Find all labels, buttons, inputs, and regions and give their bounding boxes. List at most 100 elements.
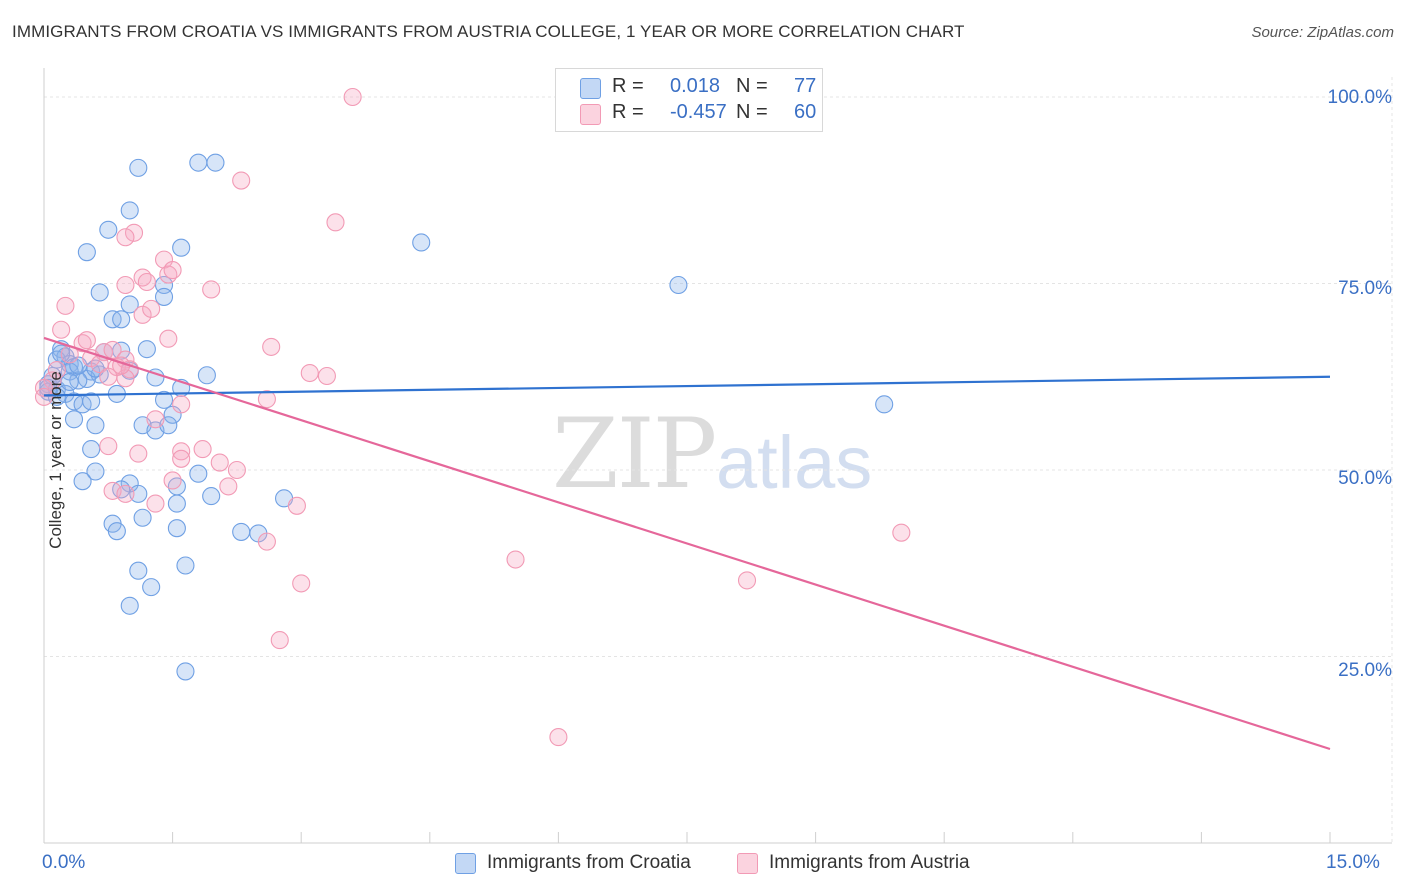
r-label: R = [612,75,644,97]
source-label: Source: ZipAtlas.com [1251,24,1394,41]
point-austria-54 [549,728,568,747]
point-croatia-51 [129,484,148,503]
point-croatia-63 [142,578,161,597]
watermark-zip: ZIP [552,398,717,510]
y-tick-label-50: 50.0% [1338,468,1392,489]
y-tick-label-25: 25.0% [1338,660,1392,681]
point-austria-57 [77,331,96,350]
point-austria-25 [300,363,319,383]
stats-box: R = 0.018 N = 77 R = -0.457 N = 60 [555,68,823,132]
r-value: -0.457 [670,101,727,123]
watermark-atlas: atlas [716,421,873,504]
x-tick-label-min: 0.0% [42,852,86,873]
stats-swatch-croatia [580,78,601,99]
point-austria-34 [146,410,165,429]
point-austria-26 [317,366,336,386]
point-croatia-1 [189,153,208,172]
point-austria-41 [227,460,246,480]
y-axis-label: College, 1 year or more [46,371,65,549]
point-croatia-54 [167,494,186,513]
point-croatia-47 [73,472,92,491]
point-austria-8 [137,272,156,292]
point-croatia-46 [189,464,208,483]
point-croatia-55 [133,508,152,527]
point-croatia-15 [137,340,156,359]
r-value: 0.018 [670,75,721,97]
n-label: N = [736,101,768,123]
point-austria-4 [116,228,135,247]
point-austria-47 [287,496,306,515]
point-austria-10 [202,280,221,299]
point-croatia-58 [167,519,186,538]
legend-label-austria: Immigrants from Austria [769,852,970,873]
point-croatia-64 [120,596,139,615]
point-croatia-12 [120,295,139,314]
point-croatia-59 [232,522,251,541]
point-austria-40 [210,453,229,472]
stats-swatch-austria [580,104,601,125]
point-austria-55 [163,261,182,280]
n-label: N = [736,75,768,97]
point-croatia-52 [202,487,221,506]
point-austria-51 [292,574,311,593]
point-croatia-0 [129,158,148,177]
point-croatia-10 [154,287,174,306]
point-austria-39 [172,449,191,468]
trend-lines [43,336,1331,751]
point-austria-50 [506,550,525,569]
point-austria-37 [172,442,191,461]
point-austria-9 [116,275,135,295]
point-croatia-6 [172,238,191,257]
point-austria-11 [56,296,75,315]
point-austria-33 [172,395,191,414]
y-tick-label-75: 75.0% [1338,278,1392,299]
point-austria-36 [129,444,148,463]
point-austria-32 [257,390,276,409]
point-austria-0 [343,87,362,107]
point-austria-18 [103,340,122,359]
point-croatia-62 [129,561,148,580]
point-croatia-3 [120,201,139,220]
legend-swatch-croatia [455,853,476,874]
point-croatia-27 [197,366,216,385]
point-austria-43 [219,477,238,496]
point-austria-52 [737,571,757,590]
point-austria-14 [159,329,178,348]
point-austria-48 [892,523,911,542]
point-croatia-44 [82,440,101,459]
legend-swatch-austria [737,853,758,874]
point-austria-46 [146,494,165,513]
point-croatia-7 [412,233,431,252]
point-croatia-8 [669,275,688,295]
point-austria-16 [262,337,281,356]
point-austria-13 [52,320,71,339]
n-value: 60 [794,101,817,123]
point-austria-3 [124,223,144,242]
point-austria-35 [99,437,118,456]
trend-line-austria [43,336,1331,751]
point-austria-58 [47,360,66,380]
r-label: R = [612,101,644,123]
point-croatia-43 [875,395,894,414]
point-croatia-2 [206,153,225,172]
series-croatia [39,153,894,681]
point-austria-31 [34,387,54,406]
trend-line-croatia [43,375,1331,397]
point-croatia-14 [112,310,131,329]
series-austria [34,87,911,747]
point-croatia-38 [64,410,84,429]
point-austria-1 [232,171,251,190]
point-croatia-45 [86,462,105,481]
point-croatia-74 [154,390,174,409]
point-austria-38 [193,440,212,459]
n-value: 77 [794,75,817,97]
point-croatia-57 [107,522,126,541]
axes [43,68,1392,844]
point-croatia-61 [176,556,195,575]
x-tick-label-max: 15.0% [1326,852,1380,873]
point-austria-2 [326,213,345,232]
point-croatia-36 [82,392,101,411]
point-croatia-4 [99,220,118,239]
y-tick-label-100: 100.0% [1327,87,1392,108]
